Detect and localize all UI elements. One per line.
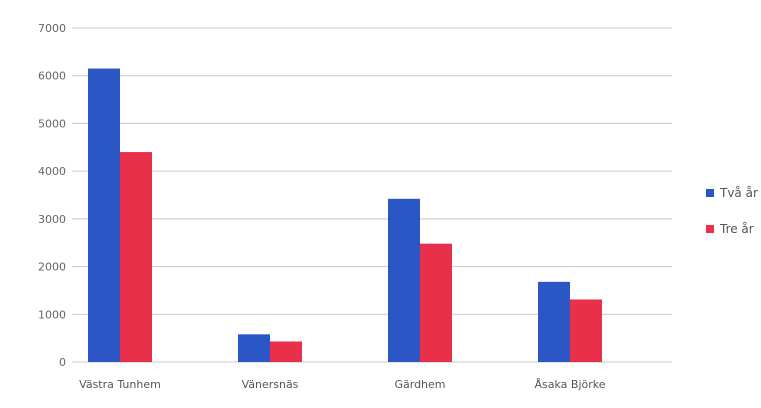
legend-swatch: [706, 225, 714, 233]
x-category-label: Gärdhem: [394, 378, 445, 391]
legend-label: Två år: [719, 186, 758, 200]
y-axis: 0 1000 2000 3000 4000 5000 6000 7000: [38, 22, 66, 369]
legend: Två år Tre år: [706, 186, 758, 236]
bars: [88, 68, 602, 363]
y-tick-label: 6000: [38, 70, 66, 83]
y-tick-label: 0: [59, 356, 66, 369]
bar-series-1: [388, 198, 420, 362]
x-axis: Västra Tunhem Vänersnäs Gärdhem Åsaka Björk…: [79, 378, 606, 391]
bar-series-2: [120, 152, 152, 362]
y-tick-label: 2000: [38, 261, 66, 274]
bar-series-1: [538, 281, 570, 362]
bar-series-2: [570, 299, 602, 362]
x-category-label: Åsaka Björke: [534, 378, 605, 391]
bar-series-2: [420, 243, 452, 362]
bar-series-2: [270, 341, 302, 362]
legend-swatch: [706, 189, 714, 197]
y-tick-label: 7000: [38, 22, 66, 35]
y-tick-label: 4000: [38, 165, 66, 178]
y-tick-label: 3000: [38, 213, 66, 226]
x-category-label: Västra Tunhem: [79, 378, 161, 391]
gridlines: [72, 27, 672, 363]
x-category-label: Vänersnäs: [242, 378, 299, 391]
bar-series-1: [238, 334, 270, 362]
legend-label: Tre år: [719, 222, 754, 236]
bar-series-1: [88, 68, 120, 363]
y-tick-label: 5000: [38, 117, 66, 130]
y-tick-label: 1000: [38, 308, 66, 321]
